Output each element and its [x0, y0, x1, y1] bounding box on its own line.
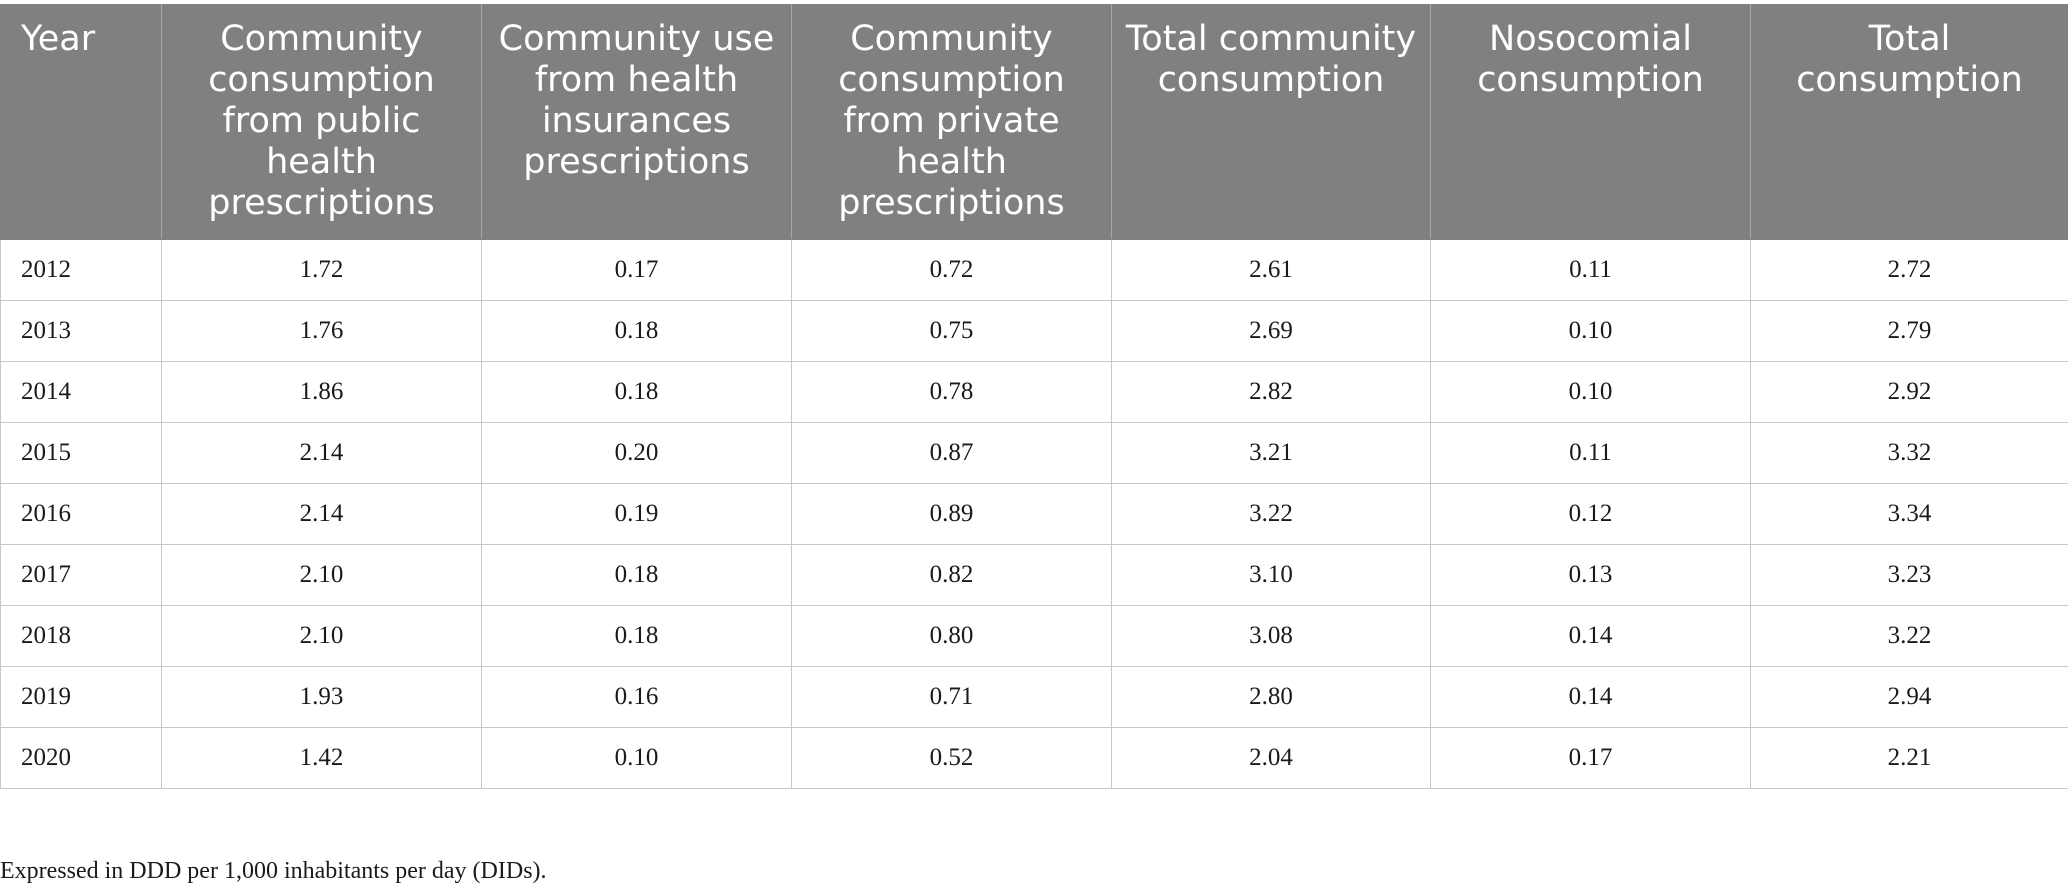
cell-health-insurances: 0.18	[481, 300, 792, 362]
cell-year: 2014	[0, 361, 162, 423]
cell-health-insurances: 0.20	[481, 422, 792, 484]
header-year: Year	[0, 4, 162, 240]
header-total-consumption: Total consumption	[1750, 4, 2068, 240]
cell-public-health: 2.14	[161, 422, 482, 484]
cell-total-consumption: 3.32	[1750, 422, 2068, 484]
cell-year: 2018	[0, 605, 162, 667]
cell-total-community: 2.04	[1111, 727, 1431, 789]
cell-private-health: 0.80	[791, 605, 1112, 667]
cell-year: 2013	[0, 300, 162, 362]
cell-public-health: 1.76	[161, 300, 482, 362]
header-private-health: Community consumption from private healt…	[791, 4, 1112, 240]
cell-private-health: 0.78	[791, 361, 1112, 423]
cell-nosocomial: 0.17	[1430, 727, 1751, 789]
cell-year: 2017	[0, 544, 162, 606]
cell-health-insurances: 0.18	[481, 605, 792, 667]
cell-nosocomial: 0.10	[1430, 361, 1751, 423]
table-row: 2012 1.72 0.17 0.72 2.61 0.11 2.72	[0, 239, 2068, 301]
cell-total-community: 2.82	[1111, 361, 1431, 423]
table-row: 2013 1.76 0.18 0.75 2.69 0.10 2.79	[0, 300, 2068, 362]
cell-total-community: 3.10	[1111, 544, 1431, 606]
table-row: 2018 2.10 0.18 0.80 3.08 0.14 3.22	[0, 605, 2068, 667]
cell-private-health: 0.82	[791, 544, 1112, 606]
cell-private-health: 0.75	[791, 300, 1112, 362]
table-footnote: Expressed in DDD per 1,000 inhabitants p…	[0, 858, 547, 884]
cell-health-insurances: 0.18	[481, 361, 792, 423]
table-row: 2015 2.14 0.20 0.87 3.21 0.11 3.32	[0, 422, 2068, 484]
cell-total-consumption: 3.34	[1750, 483, 2068, 545]
header-health-insurances: Community use from health insurances pre…	[481, 4, 792, 240]
cell-nosocomial: 0.10	[1430, 300, 1751, 362]
cell-nosocomial: 0.11	[1430, 422, 1751, 484]
cell-total-consumption: 2.72	[1750, 239, 2068, 301]
cell-private-health: 0.72	[791, 239, 1112, 301]
table-row: 2016 2.14 0.19 0.89 3.22 0.12 3.34	[0, 483, 2068, 545]
cell-nosocomial: 0.13	[1430, 544, 1751, 606]
cell-nosocomial: 0.14	[1430, 666, 1751, 728]
cell-total-consumption: 2.21	[1750, 727, 2068, 789]
cell-total-community: 2.61	[1111, 239, 1431, 301]
cell-nosocomial: 0.11	[1430, 239, 1751, 301]
cell-private-health: 0.52	[791, 727, 1112, 789]
cell-health-insurances: 0.16	[481, 666, 792, 728]
cell-health-insurances: 0.19	[481, 483, 792, 545]
cell-nosocomial: 0.14	[1430, 605, 1751, 667]
header-public-health: Community consumption from public health…	[161, 4, 482, 240]
cell-total-community: 3.22	[1111, 483, 1431, 545]
cell-public-health: 1.86	[161, 361, 482, 423]
cell-total-consumption: 2.94	[1750, 666, 2068, 728]
cell-total-consumption: 3.22	[1750, 605, 2068, 667]
cell-public-health: 2.10	[161, 605, 482, 667]
table-row: 2014 1.86 0.18 0.78 2.82 0.10 2.92	[0, 361, 2068, 423]
cell-private-health: 0.71	[791, 666, 1112, 728]
cell-health-insurances: 0.10	[481, 727, 792, 789]
table-row: 2019 1.93 0.16 0.71 2.80 0.14 2.94	[0, 666, 2068, 728]
header-row: Year Community consumption from public h…	[0, 4, 2068, 240]
header-total-community: Total community consumption	[1111, 4, 1431, 240]
table-row: 2017 2.10 0.18 0.82 3.10 0.13 3.23	[0, 544, 2068, 606]
cell-private-health: 0.87	[791, 422, 1112, 484]
cell-total-community: 2.69	[1111, 300, 1431, 362]
consumption-table: Year Community consumption from public h…	[0, 4, 2068, 789]
cell-year: 2019	[0, 666, 162, 728]
cell-total-consumption: 2.79	[1750, 300, 2068, 362]
cell-total-consumption: 2.92	[1750, 361, 2068, 423]
cell-total-community: 3.08	[1111, 605, 1431, 667]
cell-year: 2016	[0, 483, 162, 545]
cell-year: 2012	[0, 239, 162, 301]
cell-year: 2020	[0, 727, 162, 789]
cell-nosocomial: 0.12	[1430, 483, 1751, 545]
cell-health-insurances: 0.17	[481, 239, 792, 301]
cell-public-health: 2.10	[161, 544, 482, 606]
cell-private-health: 0.89	[791, 483, 1112, 545]
cell-public-health: 2.14	[161, 483, 482, 545]
cell-total-consumption: 3.23	[1750, 544, 2068, 606]
cell-public-health: 1.72	[161, 239, 482, 301]
header-nosocomial: Nosocomial consumption	[1430, 4, 1751, 240]
table-body: 2012 1.72 0.17 0.72 2.61 0.11 2.72 2013 …	[0, 239, 2068, 789]
cell-public-health: 1.42	[161, 727, 482, 789]
cell-total-community: 2.80	[1111, 666, 1431, 728]
cell-year: 2015	[0, 422, 162, 484]
table-header: Year Community consumption from public h…	[0, 4, 2068, 240]
cell-public-health: 1.93	[161, 666, 482, 728]
table-row: 2020 1.42 0.10 0.52 2.04 0.17 2.21	[0, 727, 2068, 789]
cell-health-insurances: 0.18	[481, 544, 792, 606]
cell-total-community: 3.21	[1111, 422, 1431, 484]
